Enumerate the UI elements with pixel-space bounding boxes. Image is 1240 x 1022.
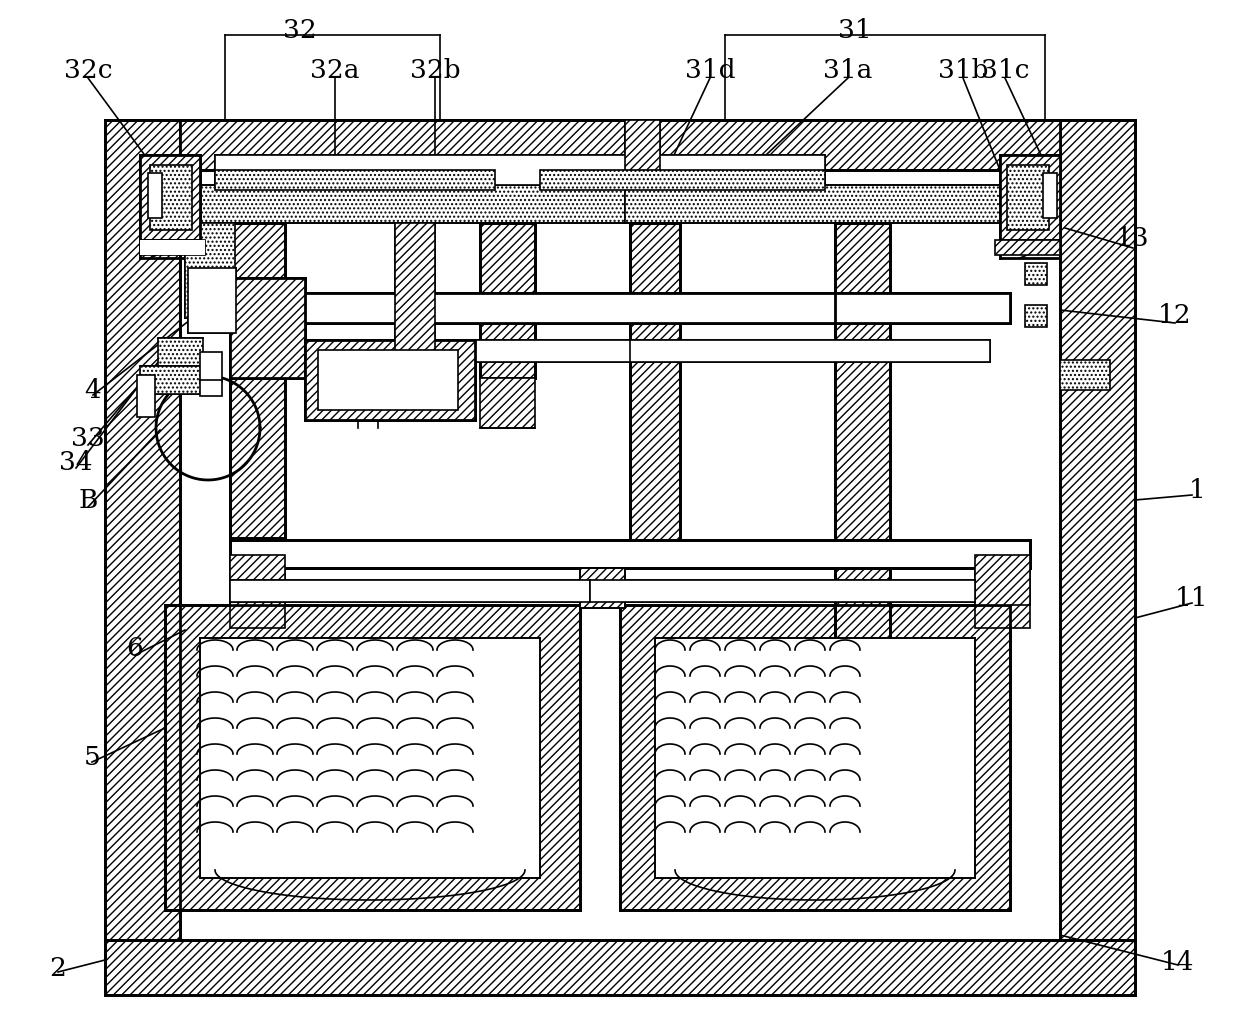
- Bar: [229, 555, 285, 605]
- Bar: [630, 223, 680, 553]
- Text: 6: 6: [126, 636, 144, 660]
- Text: 33: 33: [71, 425, 105, 451]
- Bar: [590, 580, 975, 602]
- Text: 31c: 31c: [981, 57, 1029, 83]
- Text: 14: 14: [1161, 949, 1195, 975]
- Text: 31: 31: [838, 17, 872, 43]
- Bar: [140, 240, 205, 256]
- Bar: [305, 340, 475, 420]
- Bar: [835, 293, 1011, 323]
- Bar: [994, 240, 1060, 256]
- Bar: [999, 155, 1060, 240]
- Bar: [1060, 360, 1110, 390]
- Bar: [200, 638, 539, 878]
- Bar: [180, 120, 1060, 170]
- Bar: [136, 375, 155, 417]
- Bar: [1043, 173, 1056, 218]
- Bar: [630, 340, 990, 362]
- Text: B: B: [78, 487, 98, 512]
- Text: 32b: 32b: [409, 57, 460, 83]
- Bar: [975, 555, 1030, 605]
- Bar: [975, 568, 1030, 603]
- Bar: [285, 340, 640, 362]
- Bar: [229, 278, 305, 378]
- Bar: [480, 223, 534, 378]
- Text: 5: 5: [83, 744, 100, 770]
- Bar: [140, 366, 205, 394]
- Bar: [625, 120, 660, 185]
- Text: 12: 12: [1158, 303, 1192, 327]
- Bar: [150, 165, 192, 230]
- Text: 34: 34: [60, 450, 93, 474]
- Bar: [655, 638, 975, 878]
- Bar: [188, 268, 236, 333]
- Bar: [148, 173, 162, 218]
- Bar: [157, 338, 203, 366]
- Text: 32: 32: [283, 17, 317, 43]
- Bar: [625, 185, 1060, 223]
- Bar: [539, 170, 825, 190]
- Bar: [1025, 305, 1047, 327]
- Bar: [229, 223, 285, 538]
- Bar: [105, 120, 180, 940]
- Bar: [215, 155, 825, 185]
- Bar: [140, 155, 200, 240]
- Text: 13: 13: [1116, 226, 1149, 250]
- Bar: [1060, 120, 1135, 940]
- Bar: [835, 223, 890, 713]
- Text: 1: 1: [1189, 477, 1205, 503]
- Bar: [229, 603, 285, 628]
- Text: 32a: 32a: [310, 57, 360, 83]
- Text: 31b: 31b: [937, 57, 988, 83]
- Bar: [1007, 165, 1049, 230]
- Bar: [396, 223, 435, 353]
- Bar: [200, 380, 222, 396]
- Text: 32c: 32c: [63, 57, 113, 83]
- Bar: [480, 378, 534, 428]
- Text: 2: 2: [50, 956, 67, 980]
- Bar: [185, 223, 236, 318]
- Bar: [975, 603, 1030, 628]
- Text: 31a: 31a: [823, 57, 873, 83]
- Bar: [105, 940, 1135, 995]
- Bar: [580, 568, 625, 608]
- Bar: [229, 540, 1030, 568]
- Bar: [317, 350, 458, 410]
- Bar: [1025, 263, 1047, 285]
- Bar: [180, 185, 625, 223]
- Bar: [215, 170, 495, 190]
- Text: 31d: 31d: [684, 57, 735, 83]
- Bar: [165, 605, 580, 910]
- Bar: [229, 568, 285, 603]
- Text: 11: 11: [1176, 586, 1209, 610]
- Text: 4: 4: [84, 377, 102, 403]
- Bar: [200, 352, 222, 382]
- Bar: [229, 580, 590, 602]
- Polygon shape: [140, 240, 205, 256]
- Bar: [620, 605, 1011, 910]
- Bar: [285, 293, 890, 323]
